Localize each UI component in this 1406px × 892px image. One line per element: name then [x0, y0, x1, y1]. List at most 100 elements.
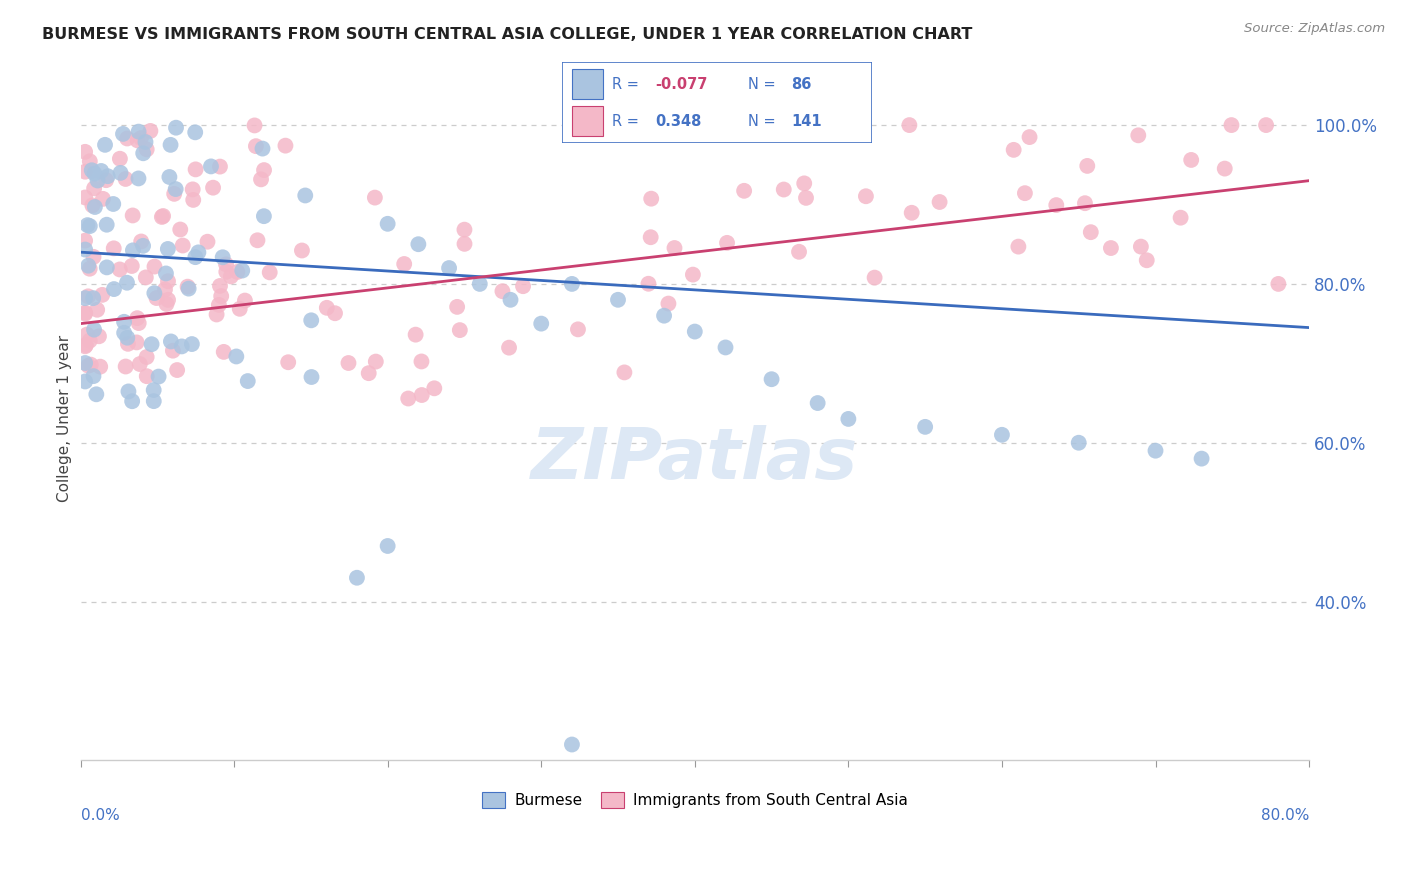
- Point: [86, 173, 108, 187]
- Point: [315, 301, 337, 315]
- Point: [1254, 118, 1277, 132]
- Point: [75, 307, 97, 321]
- Point: [79, 334, 101, 348]
- Point: [837, 412, 859, 426]
- Point: [640, 192, 662, 206]
- Point: [177, 282, 200, 296]
- Point: [761, 372, 783, 386]
- Point: [152, 209, 174, 223]
- Point: [79, 219, 101, 233]
- Point: [96, 218, 118, 232]
- Point: [91, 288, 114, 302]
- Point: [112, 315, 135, 329]
- Point: [530, 317, 553, 331]
- Point: [114, 172, 136, 186]
- Point: [855, 189, 877, 203]
- Point: [446, 300, 468, 314]
- Point: [1045, 198, 1067, 212]
- Point: [219, 269, 242, 284]
- Point: [172, 238, 194, 252]
- Text: Source: ZipAtlas.com: Source: ZipAtlas.com: [1244, 22, 1385, 36]
- Point: [252, 142, 274, 156]
- Point: [346, 571, 368, 585]
- Point: [162, 343, 184, 358]
- Point: [128, 316, 150, 330]
- Point: [135, 142, 157, 156]
- Point: [82, 291, 104, 305]
- Point: [1220, 118, 1243, 132]
- Point: [392, 257, 415, 271]
- Point: [291, 244, 314, 258]
- Point: [165, 182, 187, 196]
- Point: [142, 383, 165, 397]
- Point: [253, 209, 276, 223]
- Point: [76, 327, 98, 342]
- Point: [114, 359, 136, 374]
- Point: [75, 356, 97, 370]
- Point: [793, 177, 815, 191]
- Point: [1076, 159, 1098, 173]
- Point: [121, 259, 143, 273]
- Point: [301, 370, 323, 384]
- Point: [208, 160, 231, 174]
- Point: [491, 284, 513, 298]
- Point: [108, 152, 131, 166]
- Point: [170, 339, 193, 353]
- Point: [453, 222, 475, 236]
- Point: [156, 242, 179, 256]
- Point: [683, 325, 706, 339]
- Point: [86, 302, 108, 317]
- Point: [157, 293, 180, 307]
- Point: [772, 182, 794, 196]
- Point: [202, 180, 225, 194]
- Point: [1180, 153, 1202, 167]
- Point: [91, 192, 114, 206]
- Point: [498, 341, 520, 355]
- Point: [1074, 196, 1097, 211]
- Point: [77, 259, 100, 273]
- Point: [236, 374, 259, 388]
- Point: [97, 169, 120, 184]
- Text: -0.077: -0.077: [655, 77, 707, 92]
- Point: [115, 276, 138, 290]
- Point: [127, 311, 149, 326]
- Point: [357, 366, 380, 380]
- Point: [129, 131, 152, 145]
- Point: [211, 250, 233, 264]
- Point: [1129, 239, 1152, 253]
- Point: [156, 274, 179, 288]
- Point: [87, 329, 110, 343]
- Text: BURMESE VS IMMIGRANTS FROM SOUTH CENTRAL ASIA COLLEGE, UNDER 1 YEAR CORRELATION : BURMESE VS IMMIGRANTS FROM SOUTH CENTRAL…: [42, 27, 973, 42]
- Point: [132, 146, 155, 161]
- Point: [637, 277, 659, 291]
- Point: [82, 369, 104, 384]
- Point: [212, 344, 235, 359]
- Point: [499, 293, 522, 307]
- Point: [94, 173, 117, 187]
- Point: [807, 396, 830, 410]
- Point: [205, 308, 228, 322]
- Point: [103, 282, 125, 296]
- Point: [180, 337, 202, 351]
- Point: [1080, 225, 1102, 239]
- Point: [110, 166, 132, 180]
- Point: [153, 282, 176, 296]
- Point: [377, 217, 399, 231]
- Point: [184, 125, 207, 139]
- Point: [150, 210, 173, 224]
- Point: [233, 293, 256, 308]
- Point: [274, 138, 297, 153]
- Point: [364, 354, 387, 368]
- Point: [127, 133, 149, 147]
- Point: [377, 539, 399, 553]
- Point: [607, 293, 630, 307]
- Point: [1136, 253, 1159, 268]
- Point: [253, 163, 276, 178]
- Point: [1067, 435, 1090, 450]
- Point: [82, 198, 104, 212]
- Point: [80, 163, 103, 178]
- Point: [75, 234, 97, 248]
- Point: [437, 260, 460, 275]
- Point: [277, 355, 299, 369]
- Point: [127, 171, 149, 186]
